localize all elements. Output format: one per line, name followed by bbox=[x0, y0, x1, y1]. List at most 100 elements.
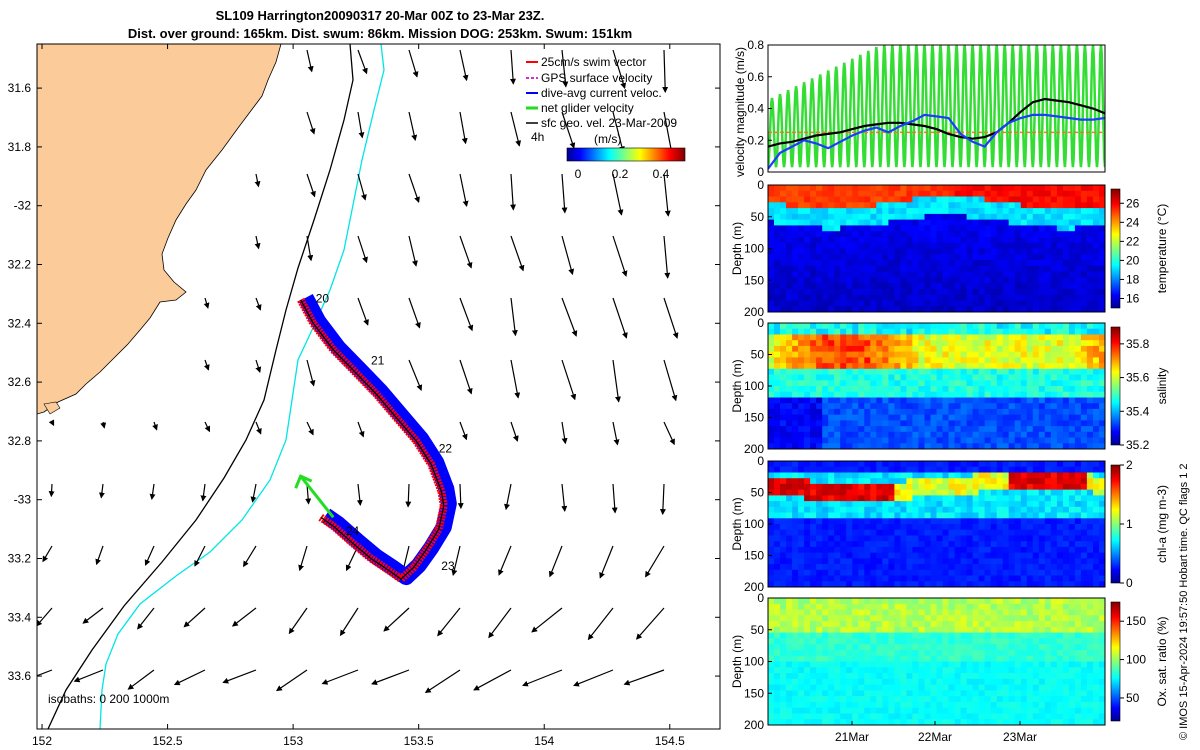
heatmap-cell bbox=[1044, 535, 1052, 542]
heatmap-cell bbox=[942, 260, 950, 267]
heatmap-cell bbox=[792, 248, 799, 255]
heatmap-cell bbox=[930, 265, 938, 273]
heatmap-cell bbox=[1099, 489, 1105, 496]
heatmap-cell bbox=[948, 190, 956, 198]
heatmap-cell bbox=[822, 615, 829, 622]
heatmap-cell bbox=[978, 483, 986, 491]
heatmap-cell bbox=[912, 655, 919, 663]
heatmap-cell bbox=[840, 478, 847, 485]
heatmap-cell bbox=[966, 242, 974, 250]
heatmap-cell bbox=[1050, 345, 1058, 353]
heatmap-cell bbox=[930, 489, 938, 496]
heatmap-cell bbox=[774, 546, 781, 554]
heatmap-cell bbox=[1099, 472, 1105, 479]
heatmap-cell bbox=[852, 603, 859, 611]
heatmap-cell bbox=[846, 552, 853, 559]
heatmap-cell bbox=[942, 690, 950, 697]
heatmap-cell bbox=[930, 478, 938, 485]
heatmap-cell bbox=[840, 701, 847, 709]
heatmap-cell bbox=[828, 196, 835, 203]
heatmap-cell bbox=[828, 185, 835, 192]
heatmap-cell bbox=[1014, 696, 1022, 703]
heatmap-cell bbox=[888, 242, 895, 250]
heatmap-cell bbox=[1044, 271, 1052, 278]
heatmap-cell bbox=[966, 466, 974, 473]
heatmap-cell bbox=[960, 495, 968, 502]
heatmap-cell bbox=[888, 661, 895, 668]
heatmap-cell bbox=[846, 603, 853, 611]
heatmap-cell bbox=[990, 541, 998, 548]
heatmap-cell bbox=[1068, 271, 1076, 278]
heatmap-cell bbox=[990, 248, 998, 255]
heatmap-cell bbox=[882, 644, 889, 651]
heatmap-cell bbox=[870, 196, 877, 203]
heatmap-cell bbox=[960, 673, 968, 680]
chart-title-line1: SL109 Harrington20090317 20-Mar 00Z to 2… bbox=[215, 8, 545, 23]
sfc-velocity-arrow bbox=[509, 49, 516, 85]
heatmap-cell bbox=[1044, 546, 1052, 554]
heatmap-cell bbox=[834, 501, 841, 508]
heatmap-cell bbox=[774, 334, 781, 341]
heatmap-cell bbox=[960, 541, 968, 548]
heatmap-cell bbox=[1080, 271, 1088, 278]
heatmap-cell bbox=[1056, 248, 1064, 255]
heatmap-cell bbox=[894, 609, 901, 616]
heatmap-cell bbox=[888, 655, 895, 663]
heatmap-cell bbox=[846, 524, 853, 531]
heatmap-cell bbox=[786, 461, 793, 468]
heatmap-cell bbox=[1074, 294, 1082, 302]
heatmap-cell bbox=[852, 564, 859, 571]
heatmap-cell bbox=[900, 213, 907, 221]
heatmap-cell bbox=[1086, 265, 1094, 273]
heatmap-cell bbox=[936, 461, 944, 468]
heatmap-cell bbox=[822, 437, 829, 444]
heatmap-cell bbox=[990, 564, 998, 571]
heatmap-cell bbox=[822, 632, 829, 639]
heatmap-cell bbox=[768, 334, 775, 341]
heatmap-cell bbox=[930, 271, 938, 278]
heatmap-cell bbox=[1062, 345, 1070, 353]
heatmap-cell bbox=[948, 478, 956, 485]
heatmap-cell bbox=[1062, 254, 1070, 261]
heatmap-cell bbox=[822, 719, 829, 725]
heatmap-cell bbox=[864, 306, 871, 312]
heatmap-cell bbox=[828, 626, 835, 634]
heatmap-cell bbox=[864, 213, 871, 221]
heatmap-cell bbox=[972, 391, 980, 398]
heatmap-cell bbox=[864, 673, 871, 680]
heatmap-cell bbox=[810, 581, 817, 587]
heatmap-cell bbox=[894, 506, 901, 514]
heatmap-cell bbox=[900, 518, 907, 525]
heatmap-cell bbox=[792, 609, 799, 616]
heatmap-cell bbox=[930, 391, 938, 398]
heatmap-cell bbox=[1050, 237, 1058, 244]
heatmap-cell bbox=[870, 294, 877, 302]
heatmap-cell bbox=[1020, 632, 1028, 639]
heatmap-cell bbox=[870, 569, 877, 577]
heatmap-cell bbox=[876, 603, 883, 611]
heatmap-cell bbox=[852, 696, 859, 703]
heatmap-cell bbox=[942, 196, 950, 203]
heatmap-cell bbox=[966, 615, 974, 622]
heatmap-cell bbox=[888, 208, 895, 215]
heatmap-cell bbox=[1080, 225, 1088, 232]
heatmap-cell bbox=[1038, 437, 1046, 444]
heatmap-cell bbox=[924, 340, 932, 347]
heatmap-cell bbox=[906, 196, 913, 203]
heatmap-cell bbox=[810, 374, 817, 381]
heatmap-cell bbox=[990, 581, 998, 587]
heatmap-cell bbox=[942, 185, 950, 192]
heatmap-cell bbox=[984, 328, 992, 335]
heatmap-cell bbox=[978, 615, 986, 622]
heatmap-cell bbox=[834, 437, 841, 444]
heatmap-cell bbox=[786, 202, 793, 209]
heatmap-cell bbox=[1086, 248, 1094, 255]
heatmap-cell bbox=[954, 655, 962, 663]
heatmap-cell bbox=[888, 546, 895, 554]
heatmap-cell bbox=[972, 386, 980, 393]
heatmap-cell bbox=[888, 489, 895, 496]
heatmap-cell bbox=[906, 501, 913, 508]
heatmap-cell bbox=[948, 386, 956, 393]
heatmap-cell bbox=[906, 225, 913, 232]
heatmap-cell bbox=[1026, 294, 1034, 302]
